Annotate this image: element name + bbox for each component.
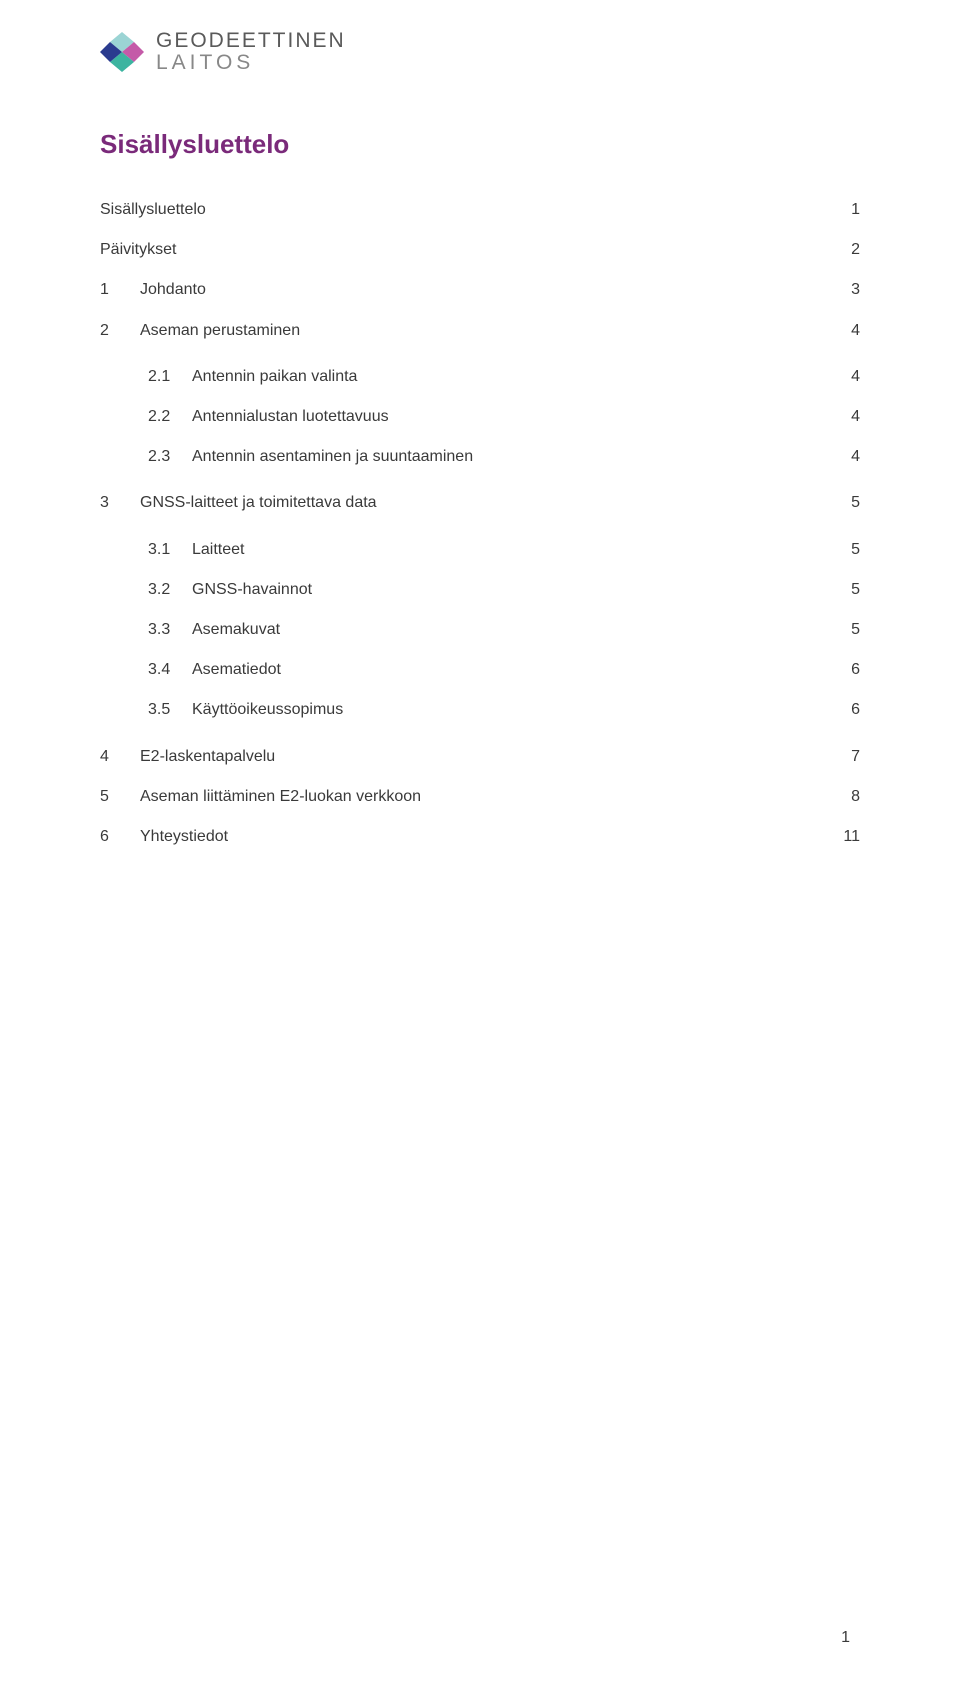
toc-label: Sisällysluettelo (100, 198, 830, 221)
toc-pagenum: 7 (830, 745, 860, 768)
document-page: GEODEETTINEN LAITOS Sisällysluettelo Sis… (0, 0, 960, 1699)
toc-label: 5Aseman liittäminen E2-luokan verkkoon (100, 785, 830, 808)
toc-label: 2.3Antennin asentaminen ja suuntaaminen (148, 445, 830, 468)
toc-entry: 4E2-laskentapalvelu 7 (100, 745, 860, 768)
toc-text: Asemakuvat (192, 621, 280, 638)
toc-label: 6Yhteystiedot (100, 825, 830, 848)
logo-icon (100, 32, 144, 72)
toc-entry: 3.2GNSS-havainnot 5 (100, 578, 860, 601)
toc-pagenum: 5 (830, 491, 860, 514)
toc-pagenum: 2 (830, 238, 860, 261)
toc-label: 3GNSS-laitteet ja toimitettava data (100, 491, 830, 514)
toc-entry: 2Aseman perustaminen 4 (100, 319, 860, 342)
toc-num: 5 (100, 785, 140, 808)
toc-text: Aseman perustaminen (140, 322, 300, 339)
toc-num: 3.1 (148, 538, 192, 561)
toc-text: Antennialustan luotettavuus (192, 408, 389, 425)
toc-pagenum: 4 (830, 365, 860, 388)
toc-entry: 1Johdanto 3 (100, 278, 860, 301)
toc-label: 3.5Käyttöoikeussopimus (148, 698, 830, 721)
toc-pagenum: 8 (830, 785, 860, 808)
toc-text: Käyttöoikeussopimus (192, 701, 343, 718)
logo-header: GEODEETTINEN LAITOS (100, 30, 860, 74)
toc-entry: 2.2Antennialustan luotettavuus 4 (100, 405, 860, 428)
toc-text: E2-laskentapalvelu (140, 748, 275, 765)
toc-num: 3 (100, 491, 140, 514)
toc-text: Asematiedot (192, 661, 281, 678)
logo-text: GEODEETTINEN LAITOS (156, 30, 346, 74)
toc-pagenum: 4 (830, 319, 860, 342)
toc-text: Yhteystiedot (140, 828, 228, 845)
toc-pagenum: 11 (830, 825, 860, 848)
toc-text: GNSS-laitteet ja toimitettava data (140, 494, 377, 511)
toc-pagenum: 6 (830, 658, 860, 681)
toc-entry: 3GNSS-laitteet ja toimitettava data 5 (100, 491, 860, 514)
toc-entry: Päivitykset 2 (100, 238, 860, 261)
toc-label: 2.2Antennialustan luotettavuus (148, 405, 830, 428)
page-title: Sisällysluettelo (100, 129, 860, 160)
toc-pagenum: 6 (830, 698, 860, 721)
toc-num: 3.3 (148, 618, 192, 641)
page-number: 1 (841, 1629, 850, 1647)
toc-entry: 3.4Asematiedot 6 (100, 658, 860, 681)
toc-pagenum: 3 (830, 278, 860, 301)
toc-text: Aseman liittäminen E2-luokan verkkoon (140, 788, 421, 805)
toc-num: 3.4 (148, 658, 192, 681)
toc-label: 4E2-laskentapalvelu (100, 745, 830, 768)
toc-entry: 3.3Asemakuvat 5 (100, 618, 860, 641)
toc-num: 6 (100, 825, 140, 848)
toc-label: 3.1Laitteet (148, 538, 830, 561)
logo-line1: GEODEETTINEN (156, 30, 346, 52)
toc-entry: 2.1Antennin paikan valinta 4 (100, 365, 860, 388)
toc-pagenum: 1 (830, 198, 860, 221)
toc-label: 2.1Antennin paikan valinta (148, 365, 830, 388)
toc-label: 2Aseman perustaminen (100, 319, 830, 342)
toc-entry: 6Yhteystiedot 11 (100, 825, 860, 848)
toc-num: 4 (100, 745, 140, 768)
logo-line2: LAITOS (156, 52, 346, 74)
toc-label: 3.4Asematiedot (148, 658, 830, 681)
toc-entry: 3.5Käyttöoikeussopimus 6 (100, 698, 860, 721)
toc-text: Antennin asentaminen ja suuntaaminen (192, 448, 473, 465)
toc-pagenum: 5 (830, 618, 860, 641)
toc-num: 1 (100, 278, 140, 301)
toc-text: Johdanto (140, 281, 206, 298)
toc-label: 3.3Asemakuvat (148, 618, 830, 641)
toc-pagenum: 5 (830, 578, 860, 601)
toc-pagenum: 4 (830, 405, 860, 428)
toc-text: GNSS-havainnot (192, 581, 312, 598)
toc-entry: 2.3Antennin asentaminen ja suuntaaminen … (100, 445, 860, 468)
toc-num: 3.2 (148, 578, 192, 601)
toc-text: Laitteet (192, 541, 244, 558)
toc-num: 2.2 (148, 405, 192, 428)
toc-text: Antennin paikan valinta (192, 368, 357, 385)
toc-num: 2.3 (148, 445, 192, 468)
toc-pagenum: 4 (830, 445, 860, 468)
toc-entry: 3.1Laitteet 5 (100, 538, 860, 561)
toc-label: 3.2GNSS-havainnot (148, 578, 830, 601)
toc-label: 1Johdanto (100, 278, 830, 301)
toc-label: Päivitykset (100, 238, 830, 261)
toc-pagenum: 5 (830, 538, 860, 561)
toc-num: 2.1 (148, 365, 192, 388)
toc-num: 2 (100, 319, 140, 342)
toc-entry: Sisällysluettelo 1 (100, 198, 860, 221)
toc-num: 3.5 (148, 698, 192, 721)
toc-entry: 5Aseman liittäminen E2-luokan verkkoon 8 (100, 785, 860, 808)
